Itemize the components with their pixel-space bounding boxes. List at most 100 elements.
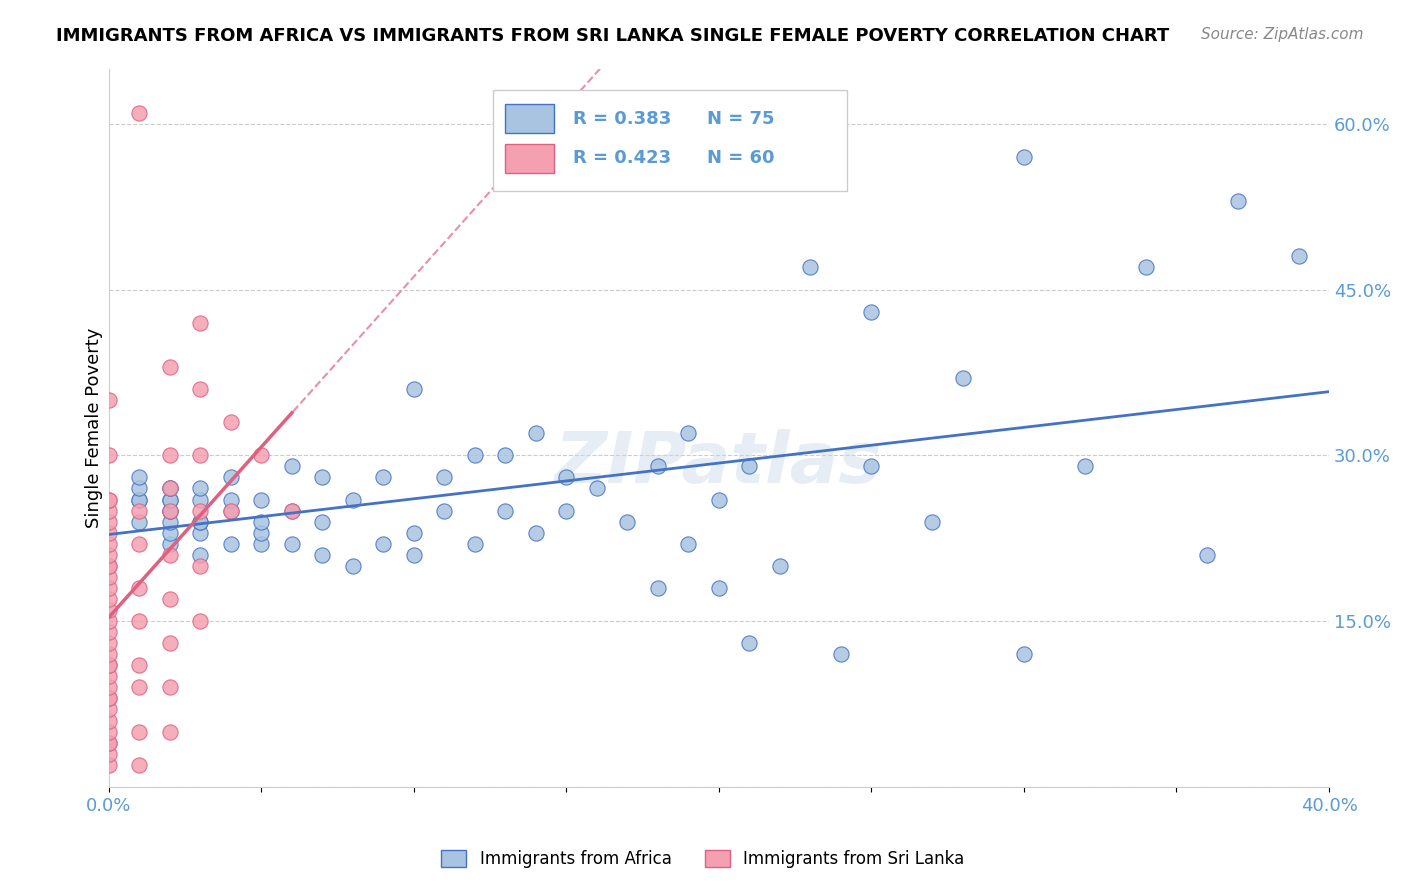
Point [373, 537, 395, 551]
Point [799, 260, 821, 275]
Text: N = 75: N = 75 [707, 110, 775, 128]
Point [555, 503, 578, 517]
Point [128, 492, 150, 507]
Point [159, 359, 181, 374]
Point [373, 470, 395, 484]
Point [97, 658, 120, 673]
Point [128, 492, 150, 507]
Point [464, 448, 486, 462]
Point [647, 459, 669, 474]
Point [128, 658, 150, 673]
Point [97, 736, 120, 750]
Point [159, 724, 181, 739]
Point [190, 492, 212, 507]
Point [159, 503, 181, 517]
Point [586, 482, 609, 496]
Point [97, 714, 120, 728]
Point [219, 470, 242, 484]
Point [97, 558, 120, 573]
Point [159, 482, 181, 496]
Point [159, 448, 181, 462]
Point [159, 636, 181, 650]
Point [159, 515, 181, 529]
Point [128, 537, 150, 551]
Point [97, 658, 120, 673]
Point [219, 415, 242, 429]
Point [97, 691, 120, 706]
Point [402, 525, 425, 540]
Point [311, 548, 333, 562]
Point [97, 669, 120, 683]
FancyBboxPatch shape [494, 90, 846, 191]
Point [128, 482, 150, 496]
Point [1074, 459, 1097, 474]
Point [97, 548, 120, 562]
Point [281, 459, 304, 474]
Point [1012, 150, 1035, 164]
Point [738, 636, 761, 650]
Point [128, 581, 150, 595]
Point [494, 448, 516, 462]
Point [190, 482, 212, 496]
Point [128, 681, 150, 695]
Point [342, 558, 364, 573]
Point [219, 503, 242, 517]
Point [97, 614, 120, 628]
Point [159, 492, 181, 507]
Point [952, 371, 974, 385]
Point [128, 105, 150, 120]
Point [97, 647, 120, 661]
Point [190, 525, 212, 540]
Point [97, 581, 120, 595]
Point [311, 515, 333, 529]
Point [159, 525, 181, 540]
Point [97, 525, 120, 540]
Point [97, 603, 120, 617]
Point [250, 492, 273, 507]
Point [97, 747, 120, 761]
Point [97, 492, 120, 507]
Point [1288, 249, 1310, 263]
Point [707, 581, 730, 595]
Point [190, 614, 212, 628]
Text: IMMIGRANTS FROM AFRICA VS IMMIGRANTS FROM SRI LANKA SINGLE FEMALE POVERTY CORREL: IMMIGRANTS FROM AFRICA VS IMMIGRANTS FRO… [56, 27, 1170, 45]
Point [190, 316, 212, 330]
Point [97, 392, 120, 407]
Text: ZIPatlas: ZIPatlas [555, 429, 883, 498]
Point [860, 459, 883, 474]
Point [97, 702, 120, 716]
Point [281, 537, 304, 551]
Text: Source: ZipAtlas.com: Source: ZipAtlas.com [1201, 27, 1364, 42]
Point [190, 558, 212, 573]
Point [250, 537, 273, 551]
Text: R = 0.383: R = 0.383 [572, 110, 671, 128]
Point [159, 482, 181, 496]
Text: R = 0.423: R = 0.423 [572, 149, 671, 168]
Point [921, 515, 943, 529]
Point [97, 448, 120, 462]
Point [190, 548, 212, 562]
Text: N = 60: N = 60 [707, 149, 775, 168]
Point [311, 470, 333, 484]
Point [616, 515, 638, 529]
Point [738, 459, 761, 474]
Point [402, 382, 425, 396]
Point [707, 492, 730, 507]
Point [128, 503, 150, 517]
Point [250, 448, 273, 462]
Point [769, 558, 792, 573]
Point [97, 691, 120, 706]
Point [128, 515, 150, 529]
Point [190, 382, 212, 396]
Point [342, 492, 364, 507]
Point [433, 470, 456, 484]
Point [402, 548, 425, 562]
Point [159, 503, 181, 517]
Point [860, 304, 883, 318]
Y-axis label: Single Female Poverty: Single Female Poverty [86, 327, 103, 528]
Point [97, 503, 120, 517]
Point [524, 426, 547, 441]
Point [219, 537, 242, 551]
Point [281, 503, 304, 517]
Point [190, 448, 212, 462]
